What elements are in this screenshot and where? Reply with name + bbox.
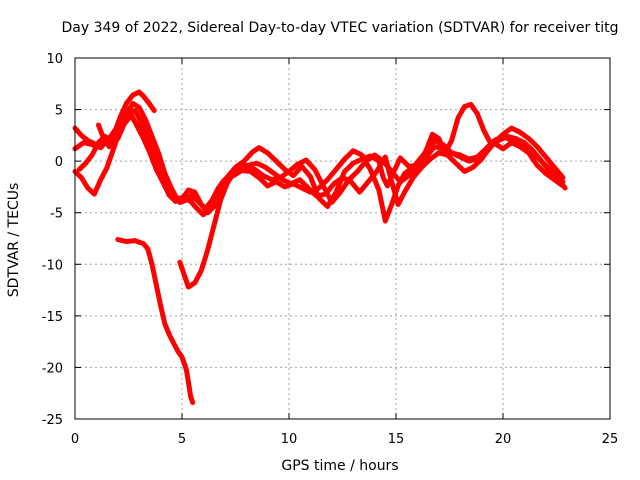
x-tick-label: 0	[71, 432, 79, 447]
y-tick-label: -20	[42, 361, 63, 376]
series-track-5	[76, 113, 566, 216]
series-track-3	[72, 100, 568, 218]
x-axis-label: GPS time / hours	[281, 458, 398, 474]
x-tick-label: 25	[602, 432, 619, 447]
series-track-7	[177, 162, 249, 290]
series-track-6	[115, 237, 196, 405]
y-tick-label: -5	[50, 207, 63, 222]
y-tick-label: 5	[55, 104, 63, 119]
data-series	[72, 89, 568, 405]
y-tick-labels: -25 -20 -15 -10 -5 0 5 10	[42, 52, 63, 428]
x-tick-label: 5	[178, 432, 186, 447]
y-tick-label: 10	[46, 52, 63, 67]
chart-title: Day 349 of 2022, Sidereal Day-to-day VTE…	[62, 20, 619, 36]
x-tick-labels: 0 5 10 15 20 25	[71, 432, 618, 447]
axis-ticks	[74, 57, 611, 420]
y-tick-label: -25	[42, 413, 63, 428]
plot-frame	[74, 57, 611, 420]
x-tick-label: 15	[388, 432, 405, 447]
y-axis-label: SDTVAR / TECUs	[6, 183, 22, 298]
grid-lines	[75, 58, 610, 419]
y-tick-label: 0	[55, 155, 63, 170]
series-track-2	[72, 101, 566, 216]
x-tick-label: 20	[495, 432, 512, 447]
x-tick-label: 10	[281, 432, 298, 447]
y-tick-label: -15	[42, 310, 63, 325]
y-tick-label: -10	[42, 258, 63, 273]
